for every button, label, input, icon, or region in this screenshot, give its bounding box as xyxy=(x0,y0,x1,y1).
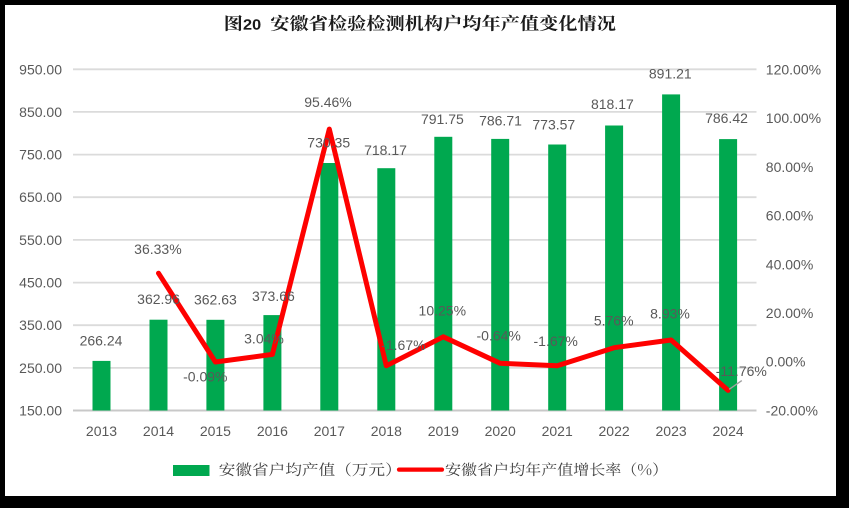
svg-text:2019: 2019 xyxy=(428,423,459,439)
svg-text:650.00: 650.00 xyxy=(19,189,62,205)
svg-text:350.00: 350.00 xyxy=(19,317,62,333)
svg-text:786.42: 786.42 xyxy=(705,110,748,126)
svg-text:-0.64%: -0.64% xyxy=(477,328,521,344)
svg-text:20.00%: 20.00% xyxy=(766,305,813,321)
svg-text:-1.67%: -1.67% xyxy=(534,333,578,349)
svg-text:750.00: 750.00 xyxy=(19,147,62,163)
svg-text:95.46%: 95.46% xyxy=(304,94,351,110)
svg-text:36.33%: 36.33% xyxy=(134,241,181,257)
svg-text:10.25%: 10.25% xyxy=(419,303,466,319)
svg-text:-0.09%: -0.09% xyxy=(183,368,227,384)
svg-text:2017: 2017 xyxy=(314,423,345,439)
svg-text:266.24: 266.24 xyxy=(80,333,123,349)
svg-text:373.66: 373.66 xyxy=(252,288,295,304)
svg-text:550.00: 550.00 xyxy=(19,232,62,248)
svg-text:5.76%: 5.76% xyxy=(594,312,634,328)
svg-text:818.17: 818.17 xyxy=(591,96,634,112)
svg-text:150.00: 150.00 xyxy=(19,403,62,419)
svg-text:950.00: 950.00 xyxy=(19,61,62,77)
svg-text:100.00%: 100.00% xyxy=(766,110,821,126)
svg-text:2022: 2022 xyxy=(599,423,630,439)
svg-text:2020: 2020 xyxy=(485,423,516,439)
svg-text:2023: 2023 xyxy=(656,423,687,439)
svg-text:2021: 2021 xyxy=(542,423,573,439)
svg-text:2014: 2014 xyxy=(143,423,174,439)
svg-text:786.71: 786.71 xyxy=(479,113,522,129)
svg-text:250.00: 250.00 xyxy=(19,360,62,376)
svg-text:2013: 2013 xyxy=(86,423,117,439)
svg-text:2015: 2015 xyxy=(200,423,231,439)
svg-text:80.00%: 80.00% xyxy=(766,159,813,175)
svg-text:-11.76%: -11.76% xyxy=(716,363,767,379)
svg-text:773.57: 773.57 xyxy=(532,117,575,133)
svg-text:450.00: 450.00 xyxy=(19,275,62,291)
svg-text:362.96: 362.96 xyxy=(137,291,180,307)
svg-text:791.75: 791.75 xyxy=(421,111,464,127)
svg-text:120.00%: 120.00% xyxy=(766,61,821,77)
svg-text:60.00%: 60.00% xyxy=(766,208,813,224)
svg-text:730.35: 730.35 xyxy=(307,135,350,151)
svg-text:850.00: 850.00 xyxy=(19,104,62,120)
svg-text:3.04%: 3.04% xyxy=(244,331,284,347)
svg-text:2016: 2016 xyxy=(257,423,288,439)
svg-text:891.21: 891.21 xyxy=(649,66,692,82)
svg-text:718.17: 718.17 xyxy=(364,142,407,158)
svg-text:2018: 2018 xyxy=(371,423,402,439)
svg-text:362.63: 362.63 xyxy=(194,291,237,307)
svg-text:-20.00%: -20.00% xyxy=(766,403,818,419)
svg-text:40.00%: 40.00% xyxy=(766,256,813,272)
svg-text:-1.67%: -1.67% xyxy=(381,337,425,353)
svg-text:2024: 2024 xyxy=(713,423,744,439)
svg-text:0.00%: 0.00% xyxy=(766,354,806,370)
svg-text:8.93%: 8.93% xyxy=(650,305,690,321)
